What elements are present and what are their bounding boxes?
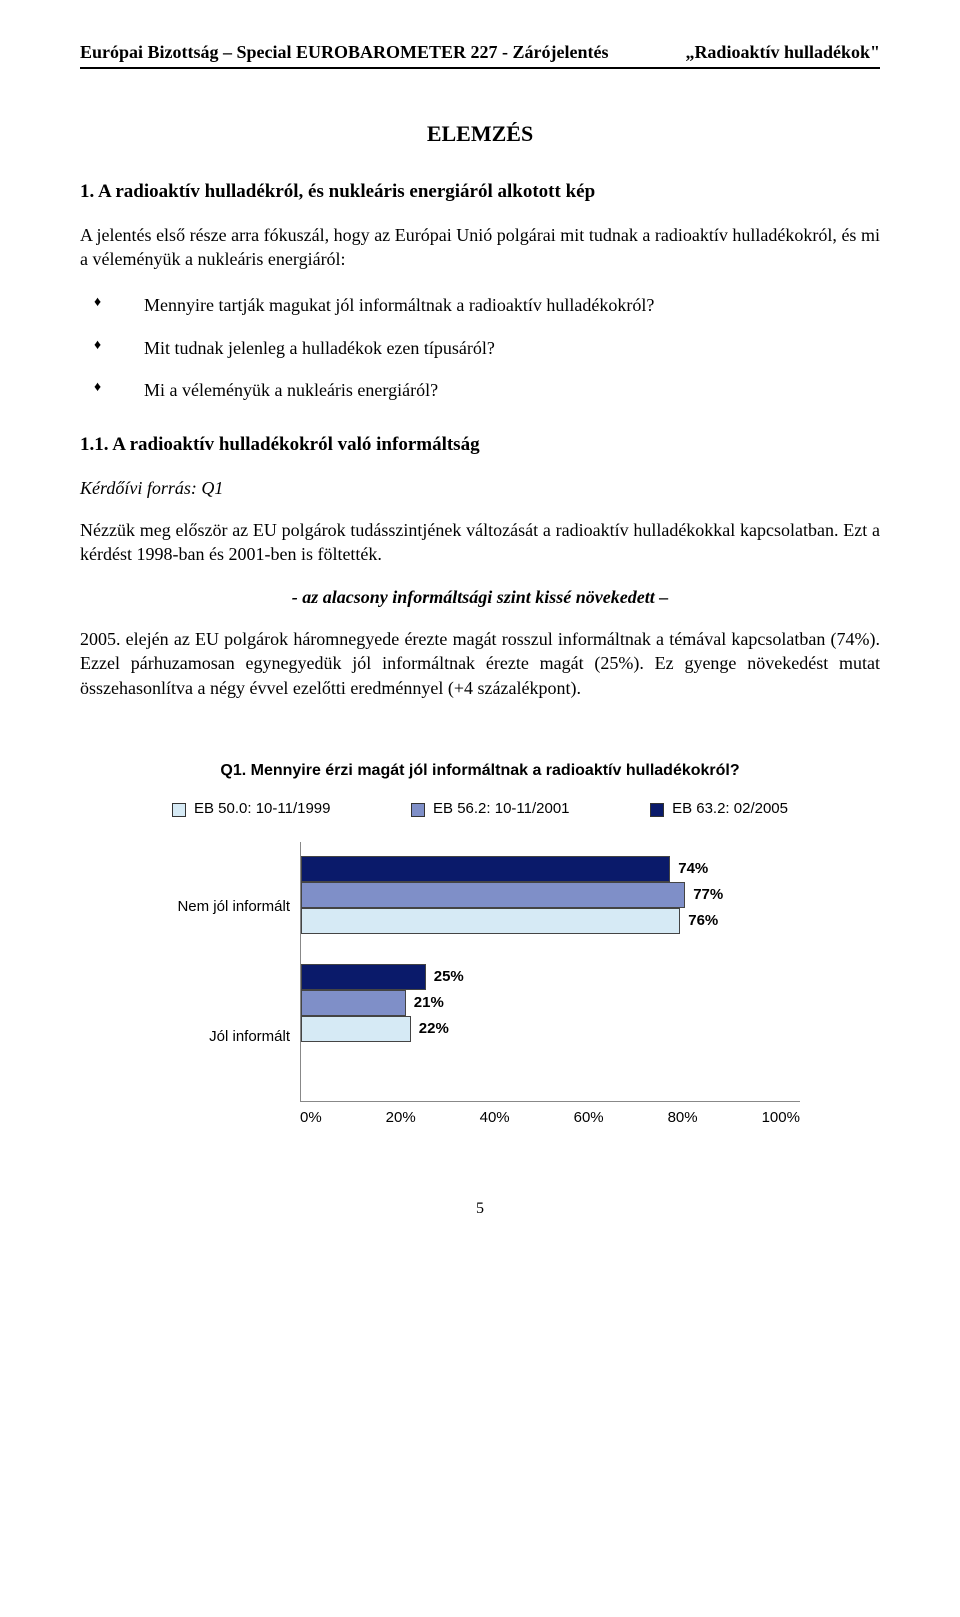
- bar: [301, 856, 670, 882]
- legend-label: EB 56.2: 10-11/2001: [433, 799, 570, 819]
- bar: [301, 882, 685, 908]
- callout-line: - az alacsony informáltsági szint kissé …: [80, 585, 880, 609]
- x-tick-label: 0%: [300, 1108, 322, 1128]
- legend-swatch: [411, 803, 425, 817]
- legend-label: EB 50.0: 10-11/1999: [194, 799, 331, 819]
- bar-value-label: 74%: [678, 859, 708, 879]
- bar-value-label: 76%: [688, 911, 718, 931]
- section-heading: 1. A radioaktív hulladékról, és nukleári…: [80, 179, 880, 205]
- bar-value-label: 25%: [434, 967, 464, 987]
- x-tick-label: 20%: [386, 1108, 416, 1128]
- bar: [301, 1016, 411, 1042]
- bar-row: 74%: [301, 856, 800, 882]
- bar: [301, 990, 406, 1016]
- page-title: ELEMZÉS: [80, 119, 880, 149]
- y-axis-labels: Nem jól informált Jól informált: [160, 842, 300, 1102]
- header-right: „Radioaktív hulladékok": [685, 40, 880, 64]
- bar-row: 21%: [301, 990, 800, 1016]
- bar-row: 76%: [301, 908, 800, 934]
- category-label: Nem jól informált: [160, 897, 290, 917]
- page-header: Európai Bizottság – Special EUROBAROMETE…: [80, 40, 880, 69]
- x-tick-label: 60%: [574, 1108, 604, 1128]
- bullet-item: Mit tudnak jelenleg a hulladékok ezen tí…: [94, 336, 880, 360]
- x-tick-label: 40%: [480, 1108, 510, 1128]
- bar: [301, 964, 426, 990]
- bullet-list: Mennyire tartják magukat jól informáltna…: [94, 293, 880, 402]
- legend-swatch: [650, 803, 664, 817]
- page-number: 5: [80, 1198, 880, 1220]
- section-intro: A jelentés első része arra fókuszál, hog…: [80, 223, 880, 272]
- bar-chart: Q1. Mennyire érzi magát jól informáltnak…: [160, 760, 800, 1128]
- chart-legend: EB 50.0: 10-11/1999 EB 56.2: 10-11/2001 EB…: [172, 799, 788, 819]
- legend-item: EB 56.2: 10-11/2001: [411, 799, 570, 819]
- bar-group: 74% 77% 76%: [301, 856, 800, 934]
- legend-label: EB 63.2: 02/2005: [672, 799, 788, 819]
- bar-group: 25% 21% 22%: [301, 964, 800, 1042]
- bar-row: 25%: [301, 964, 800, 990]
- bar-value-label: 77%: [693, 885, 723, 905]
- body-paragraph: 2005. elején az EU polgárok háromnegyede…: [80, 627, 880, 700]
- legend-item: EB 50.0: 10-11/1999: [172, 799, 331, 819]
- bullet-item: Mennyire tartják magukat jól informáltna…: [94, 293, 880, 317]
- bar-value-label: 22%: [419, 1019, 449, 1039]
- bar-row: 22%: [301, 1016, 800, 1042]
- body-paragraph: Nézzük meg először az EU polgárok tudáss…: [80, 518, 880, 567]
- bullet-item: Mi a véleményük a nukleáris energiáról?: [94, 378, 880, 402]
- x-tick-label: 100%: [762, 1108, 800, 1128]
- category-label: Jól informált: [160, 1027, 290, 1047]
- subsection-heading: 1.1. A radioaktív hulladékokról való inf…: [80, 432, 880, 458]
- header-left: Európai Bizottság – Special EUROBAROMETE…: [80, 40, 609, 64]
- legend-swatch: [172, 803, 186, 817]
- bar-row: 77%: [301, 882, 800, 908]
- x-axis: 0% 20% 40% 60% 80% 100%: [300, 1102, 800, 1128]
- chart-title: Q1. Mennyire érzi magát jól informáltnak…: [160, 760, 800, 782]
- bar: [301, 908, 680, 934]
- plot-area: 74% 77% 76% 25% 21% 22%: [300, 842, 800, 1102]
- chart-plot: Nem jól informált Jól informált 74% 77% 76%…: [160, 842, 800, 1102]
- bar-value-label: 21%: [414, 993, 444, 1013]
- legend-item: EB 63.2: 02/2005: [650, 799, 788, 819]
- x-tick-label: 80%: [668, 1108, 698, 1128]
- question-source: Kérdőívi forrás: Q1: [80, 476, 880, 500]
